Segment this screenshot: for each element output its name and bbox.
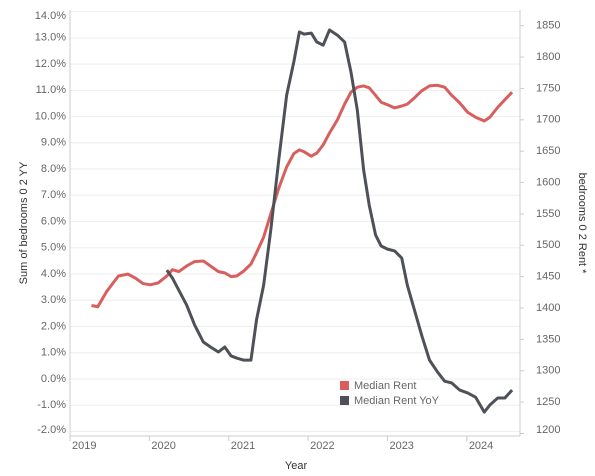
x-tick-label: 2024: [469, 440, 493, 452]
y-tick-label: 13.0%: [35, 32, 66, 44]
y-tick-label: 9.0%: [41, 137, 66, 149]
x-tick-label: 2021: [231, 440, 255, 452]
y-tick-label: 12.0%: [35, 58, 66, 70]
x-tick-label: 2022: [310, 440, 334, 452]
y-tick-label: 14.0%: [35, 10, 66, 22]
x-tick-label: 2020: [151, 440, 175, 452]
x-tick-label: 2023: [389, 440, 413, 452]
y2-tick-label: 1450: [536, 271, 560, 283]
y2-axis-title: bedrooms 0 2 Rent *: [576, 173, 588, 275]
y-tick-label: -2.0%: [37, 424, 66, 436]
y2-tick-label: 1650: [536, 145, 560, 157]
y2-tick-label: 1400: [536, 302, 560, 314]
y-tick-label: 8.0%: [41, 163, 66, 175]
y2-tick-label: 1700: [536, 114, 560, 126]
y2-tick-label: 1250: [536, 396, 560, 408]
line: [91, 83, 514, 309]
legend-swatch: [340, 381, 349, 390]
y-tick-label: 1.0%: [41, 347, 66, 359]
x-axis-title: Year: [285, 460, 308, 472]
y-tick-label: 7.0%: [41, 189, 66, 201]
y2-tick-label: 1350: [536, 333, 560, 345]
y-tick-label: 4.0%: [41, 268, 66, 280]
y2-tick-label: 1850: [536, 20, 560, 32]
y2-tick-label: 1550: [536, 208, 560, 220]
y-tick-label: 3.0%: [41, 294, 66, 306]
y-axis-title: Sum of bedrooms 0 2 YY: [18, 161, 30, 284]
y-tick-label: 10.0%: [35, 110, 66, 122]
y-tick-label: 2.0%: [41, 320, 66, 332]
y-tick-label: 6.0%: [41, 215, 66, 227]
x-tick-label: 2019: [72, 440, 96, 452]
y2-tick-label: 1600: [536, 176, 560, 188]
y-tick-label: 0.0%: [41, 373, 66, 385]
y-tick-label: -1.0%: [37, 399, 66, 411]
y2-tick-label: 1750: [536, 82, 560, 94]
y2-tick-label: 1200: [536, 424, 560, 436]
y-tick-label: 5.0%: [41, 242, 66, 254]
y-tick-label: 11.0%: [36, 84, 67, 96]
y2-tick-label: 1800: [536, 51, 560, 63]
y2-tick-label: 1300: [536, 365, 560, 377]
legend-swatch: [340, 396, 349, 405]
line: [165, 28, 514, 414]
legend-label: Median Rent: [354, 380, 416, 392]
y2-tick-label: 1500: [536, 239, 560, 251]
legend-label: Median Rent YoY: [354, 395, 440, 407]
